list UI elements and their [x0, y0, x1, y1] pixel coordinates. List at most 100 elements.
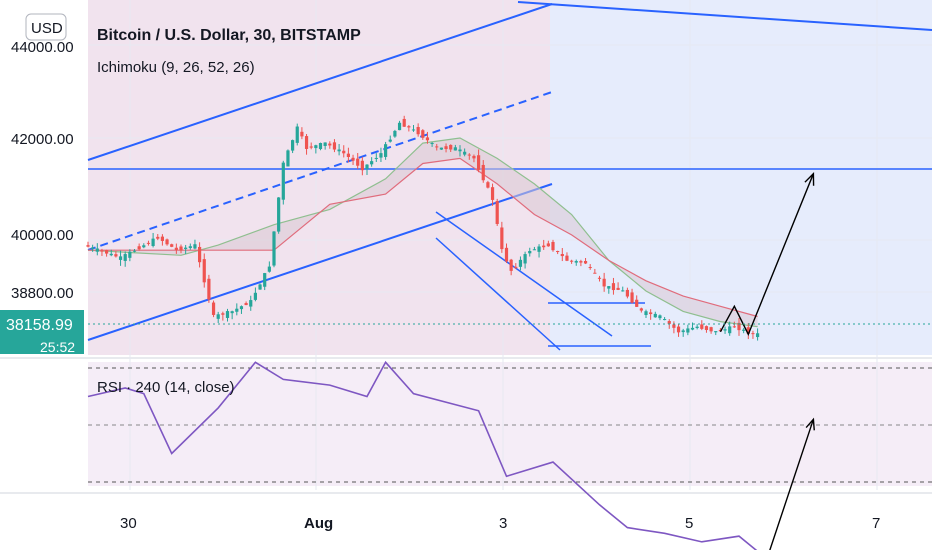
rsi-label: RSI · 240 (14, close) [97, 379, 235, 396]
candle-body [309, 146, 313, 148]
rsi-line-group [87, 360, 815, 550]
candle-body [504, 247, 509, 262]
candle-body [109, 253, 113, 256]
candle-body [630, 292, 634, 303]
candle-body [625, 289, 629, 297]
candle-body [146, 242, 151, 244]
rsi-projection-path [769, 419, 815, 550]
channel-upper-line[interactable] [87, 3, 553, 161]
candle-body [300, 131, 304, 137]
candle-body [337, 149, 341, 152]
candle-body [397, 122, 402, 131]
candle-body [676, 326, 681, 333]
x-tick-label: 7 [872, 515, 880, 532]
candle-body [360, 160, 364, 171]
candle-body [388, 139, 392, 142]
candle-body [118, 256, 123, 260]
candle-body [574, 261, 578, 263]
channel-mid-line[interactable] [87, 91, 553, 251]
projection-arrow[interactable] [719, 172, 815, 337]
candle-body [174, 247, 178, 250]
candle-body [407, 126, 411, 128]
candle-body [295, 126, 299, 143]
candle-body [216, 314, 220, 319]
candle-body [565, 255, 569, 261]
candle-body [328, 143, 332, 146]
candle-body [151, 238, 155, 246]
candle-body [458, 149, 462, 152]
candle-body [695, 326, 699, 329]
candle-body [537, 246, 541, 252]
candle-body [179, 246, 183, 251]
candle-body [202, 259, 206, 283]
top-trendline[interactable] [517, 1, 932, 31]
currency-button[interactable] [25, 13, 67, 41]
candle-body [411, 129, 416, 131]
x-tick-label: 30 [120, 515, 137, 532]
candle-body [588, 267, 592, 269]
candle-body [481, 164, 485, 181]
candle-body [207, 278, 211, 300]
candle-body [346, 153, 350, 157]
candle-body [86, 245, 90, 247]
candle-body [490, 187, 495, 200]
candle-body [435, 146, 439, 148]
y-tick-label: 38800.00 [11, 285, 74, 302]
candle-body [714, 331, 718, 333]
candle-body [239, 306, 244, 310]
candle-body [416, 127, 420, 135]
candle-body [551, 241, 555, 251]
x-tick-label: 5 [685, 515, 693, 532]
candle-body [188, 246, 192, 249]
candle-body [304, 136, 309, 149]
candle-body [532, 249, 536, 251]
candle-body [263, 273, 267, 287]
candle-body [607, 286, 611, 289]
candle-body [449, 144, 453, 150]
candle-body [184, 247, 188, 249]
candle-body [746, 327, 750, 334]
candle-body [635, 299, 639, 307]
trendlines[interactable] [87, 1, 932, 351]
candle-body [277, 197, 281, 232]
candle-body [658, 315, 662, 319]
candle-body [602, 278, 606, 287]
candle-body [114, 254, 118, 257]
candle-body [314, 145, 318, 149]
candle-body [518, 259, 523, 267]
candle-body [160, 236, 164, 241]
channel-lower-line[interactable] [87, 183, 553, 341]
candle-body [193, 244, 197, 249]
candle-body [365, 164, 369, 170]
candle-body [495, 201, 499, 224]
candle-body [500, 227, 504, 250]
candle-body [690, 327, 695, 330]
candle-body [91, 247, 95, 249]
cloud-fill [88, 138, 758, 327]
candle-body [528, 250, 532, 254]
descending-channel-upper[interactable] [435, 211, 613, 337]
candle-body [560, 253, 564, 257]
candle-body [704, 326, 709, 330]
senkou-span-a [87, 137, 758, 328]
candle-body [430, 143, 434, 145]
rsi-line [87, 360, 758, 550]
chart-title: Bitcoin / U.S. Dollar, 30, BITSTAMP [97, 27, 361, 44]
x-tick-label: Aug [304, 515, 333, 532]
candle-body [649, 312, 653, 315]
candle-body [467, 154, 471, 156]
candle-body [672, 324, 676, 328]
descending-channel-lower[interactable] [435, 237, 561, 351]
candle-body [342, 150, 346, 154]
candle-body [286, 150, 290, 167]
y-tick-label: 44000.00 [11, 39, 74, 56]
candle-body [439, 147, 443, 150]
rsi-pane-background [88, 362, 932, 486]
y-tick-label: 40000.00 [11, 227, 74, 244]
candle-body [253, 292, 257, 300]
candle-body [723, 329, 727, 331]
candle-body [700, 324, 704, 329]
indicator-label: Ichimoku (9, 26, 52, 26) [97, 59, 255, 76]
candle-body [370, 161, 374, 165]
